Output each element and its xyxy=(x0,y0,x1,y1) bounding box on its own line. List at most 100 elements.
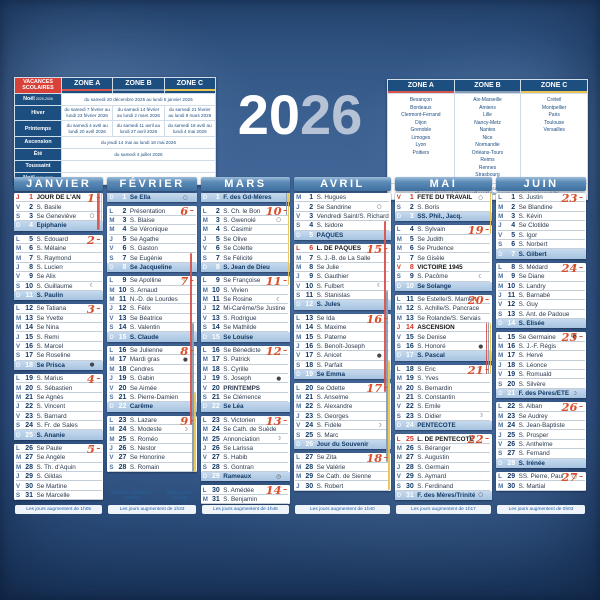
month-header: JUIN xyxy=(496,177,586,191)
day-letter: S xyxy=(296,431,301,439)
vacances-zone-a-header: ZONE A xyxy=(62,78,113,93)
day-number: 8 xyxy=(29,263,33,271)
day-row: L 11 Se Estelle/S. Mamert xyxy=(394,294,493,305)
day-row: J 28 S. Germain xyxy=(394,462,493,472)
academy-name: Grenoble xyxy=(410,127,432,133)
day-letter: D xyxy=(202,194,208,202)
saint-name: S. Ferdinand xyxy=(417,482,454,490)
day-row: L 16 Se Julienne xyxy=(107,345,197,356)
moon-phase-icon: ● xyxy=(572,334,577,341)
day-letter: J xyxy=(109,235,113,243)
saint-name: Se Angèle xyxy=(36,454,66,462)
day-letter: S xyxy=(109,394,114,401)
day-number: 21 xyxy=(118,394,127,401)
vacances-row-label: Toussaint xyxy=(15,160,61,172)
day-number: 29 xyxy=(405,473,414,481)
saint-name: S. Anthelme xyxy=(518,440,553,448)
day-row: M 9 Se Diane xyxy=(496,272,586,282)
day-number: 6 xyxy=(29,245,33,253)
day-letter: L xyxy=(16,235,20,243)
saint-name: S. Pierre-Damien xyxy=(129,394,179,401)
saint-name: S. Silvère xyxy=(518,380,546,388)
zone-c-color-bar xyxy=(521,90,587,93)
day-row: M 28 S. Th. d'Aquin xyxy=(14,462,104,472)
day-letter: D xyxy=(16,361,21,369)
day-number: 2 xyxy=(122,207,127,215)
saint-name: Se Solange xyxy=(417,282,452,290)
day-row: J 19 S. Joseph ● xyxy=(200,374,291,384)
moon-phase-icon: ☽ xyxy=(478,413,484,420)
academy-name: Nancy-Metz xyxy=(474,119,501,126)
saint-name: S. Prosper xyxy=(518,431,549,439)
day-letter: S xyxy=(396,343,401,351)
day-letter: V xyxy=(396,403,401,411)
day-number: 2 xyxy=(309,203,314,211)
day-row: L 26 Se Paule ☽ xyxy=(14,443,104,454)
day-letter: M xyxy=(109,226,115,234)
zone-a-color-bar xyxy=(62,88,113,91)
month-header: MARS xyxy=(200,177,291,191)
day-letter: L xyxy=(498,403,502,411)
day-row: M 16 S. J.-F. Régis xyxy=(496,341,586,352)
moon-phase-icon: ☾ xyxy=(182,277,188,284)
vacances-date-cell: du samedi 11 avril au lundi 27 avril 202… xyxy=(113,121,164,136)
day-number: 27 xyxy=(305,454,314,462)
day-number: 15 xyxy=(507,333,516,341)
day-letter: D xyxy=(396,282,402,290)
day-number: 3 xyxy=(409,212,414,220)
saint-name: Se Aimée xyxy=(129,384,157,392)
saint-name: S. Th. d'Aquin xyxy=(36,463,76,471)
day-letter: S xyxy=(109,254,114,262)
day-row: V 1 FÊTE DU TRAVAIL ○ xyxy=(394,193,493,203)
day-letter: L xyxy=(109,416,114,424)
day-number: 16 xyxy=(405,343,414,351)
moon-phase-icon: ☾ xyxy=(376,283,382,290)
day-number: 23 xyxy=(25,412,33,420)
day-number: 18 xyxy=(118,365,127,373)
day-letter: M xyxy=(498,203,504,211)
saint-name: S. Sylvain xyxy=(417,226,446,234)
day-number: 5 xyxy=(122,235,127,243)
day-letter: L xyxy=(498,194,502,202)
day-row: M 2 Se Blandine xyxy=(496,202,586,212)
day-row: D 21 F. des Pères/ÉTÉ ☽ xyxy=(496,388,586,399)
day-letter: J xyxy=(16,263,20,271)
academy-name: Besançon xyxy=(409,97,432,103)
moon-phase-icon: ☽ xyxy=(376,422,382,429)
day-letter: J xyxy=(296,412,300,420)
day-number: 17 xyxy=(507,352,516,360)
day-number: 5 xyxy=(511,231,516,239)
day-letter: L xyxy=(296,454,300,462)
day-number: 11 xyxy=(212,296,220,304)
day-letter: V xyxy=(109,314,114,322)
day-number: 28 xyxy=(305,463,314,471)
day-row: D 11 S. Paulin xyxy=(14,290,104,301)
day-number: 21 xyxy=(305,394,314,401)
day-row: D 3 SS. Phil., Jacq. xyxy=(394,211,493,222)
moon-phase-icon: ☾ xyxy=(276,296,282,303)
day-row: J 23 S. Georges xyxy=(294,411,391,421)
day-row: V 8 VICTOIRE 1945 xyxy=(394,262,493,273)
day-letter: S xyxy=(498,450,503,458)
day-letter: V xyxy=(109,245,114,253)
day-letter: D xyxy=(16,222,21,230)
day-letter: D xyxy=(109,194,114,202)
day-number: 12 xyxy=(507,301,516,309)
day-number: 11 xyxy=(25,292,33,300)
academy-name: Clermont-Ferrand xyxy=(401,112,441,118)
saint-name: SS. Pierre, Paul xyxy=(518,473,564,481)
saint-name: S. Parfait xyxy=(316,361,343,369)
saint-name: Se Germaine xyxy=(518,333,556,341)
day-row: L 5 S. Édouard xyxy=(14,234,104,244)
day-number: 5 xyxy=(215,235,220,243)
day-row: J 21 S. Constantin xyxy=(394,392,493,403)
saint-name: Se Judith xyxy=(417,235,444,243)
day-letter: J xyxy=(109,305,113,313)
academies-zone-c-header: ZONE C xyxy=(521,80,587,93)
day-letter: S xyxy=(109,324,114,332)
academy-name: Strasbourg xyxy=(475,172,500,178)
day-number: 26 xyxy=(405,444,414,452)
day-letter: D xyxy=(202,333,208,341)
